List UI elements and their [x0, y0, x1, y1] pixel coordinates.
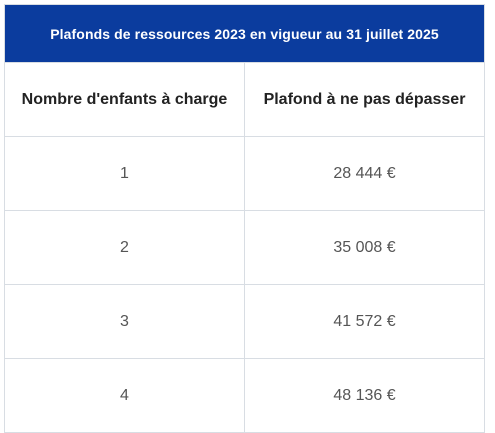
table-header-row: Nombre d'enfants à charge Plafond à ne p…: [5, 62, 484, 136]
table-row: 2 35 008 €: [5, 210, 484, 284]
column-header-children: Nombre d'enfants à charge: [5, 63, 245, 136]
ceiling-amount-cell: 41 572 €: [333, 312, 396, 330]
children-count-cell: 1: [5, 137, 245, 210]
ceiling-amount-cell: 48 136 €: [333, 386, 396, 404]
children-count-cell: 4: [5, 359, 245, 432]
children-count-cell: 2: [5, 211, 245, 284]
resource-ceilings-table: Plafonds de ressources 2023 en vigueur a…: [4, 4, 485, 433]
table-row: 4 48 136 €: [5, 358, 484, 432]
table-row: 3 41 572 €: [5, 284, 484, 358]
ceiling-amount-cell: 28 444 €: [333, 164, 396, 182]
ceiling-amount-cell: 35 008 €: [333, 238, 396, 256]
table-row: 1 28 444 €: [5, 136, 484, 210]
column-header-ceiling: Plafond à ne pas dépasser: [263, 90, 466, 108]
table-title: Plafonds de ressources 2023 en vigueur a…: [5, 5, 484, 62]
children-count-cell: 3: [5, 285, 245, 358]
